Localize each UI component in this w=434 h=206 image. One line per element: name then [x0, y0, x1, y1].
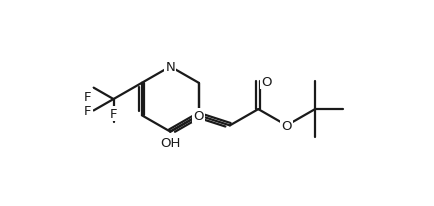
Text: O: O [193, 109, 204, 122]
Text: F: F [84, 90, 92, 103]
Text: OH: OH [160, 136, 180, 149]
Text: N: N [165, 61, 175, 74]
Text: O: O [281, 119, 291, 132]
Text: F: F [109, 107, 117, 120]
Text: O: O [261, 76, 271, 89]
Text: F: F [84, 104, 92, 117]
